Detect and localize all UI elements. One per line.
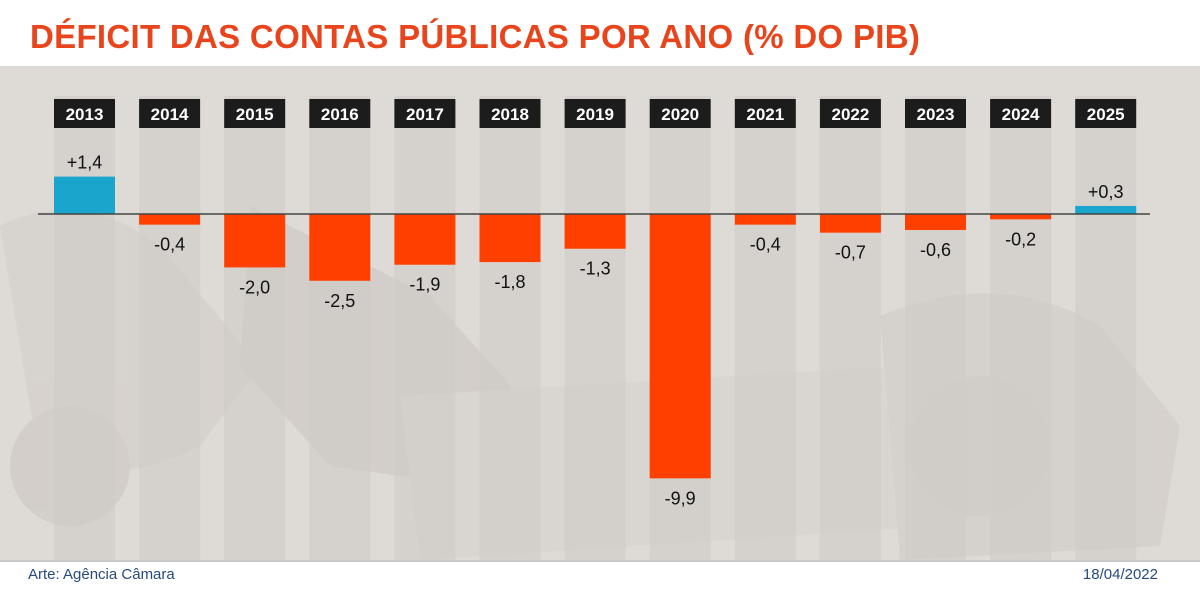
bar-2024 — [990, 214, 1052, 220]
value-label-2023: -0,6 — [920, 240, 951, 260]
year-label-2021: 2021 — [746, 105, 784, 124]
year-label-2023: 2023 — [917, 105, 955, 124]
bar-chart: +1,4 -0,4 -2,0 -2,5 -1,9 -1,8 -1,3 -9,9 -0,4 -0,7… — [0, 96, 1180, 560]
bars — [54, 176, 1137, 479]
year-column-2024 — [990, 96, 1052, 560]
year-label-box-2015 — [224, 99, 286, 128]
bar-2016 — [309, 214, 371, 281]
credit-text: Arte: Agência Câmara — [28, 566, 175, 583]
value-label-2021: -0,4 — [750, 235, 781, 255]
year-label-box-2023 — [905, 99, 966, 128]
year-label-2016: 2016 — [321, 105, 359, 124]
bar-2017 — [394, 214, 456, 265]
year-label-box-2021 — [734, 99, 796, 128]
year-labels: 2013 2014 2015 2016 2017 2018 2019 2020 2021 2022… — [54, 99, 1137, 128]
year-column-2013 — [54, 96, 115, 560]
year-label-2020: 2020 — [661, 105, 699, 124]
date-text: 18/04/2022 — [1082, 566, 1158, 583]
year-label-box-2016 — [309, 99, 371, 128]
value-labels: +1,4 -0,4 -2,0 -2,5 -1,9 -1,8 -1,3 -9,9 -0,4 -0,7… — [67, 153, 1124, 509]
bar-2018 — [479, 214, 541, 263]
year-label-2022: 2022 — [831, 105, 869, 124]
year-label-2024: 2024 — [1002, 105, 1040, 124]
value-label-2013: +1,4 — [67, 153, 103, 173]
value-label-2015: -2,0 — [239, 277, 270, 297]
value-label-2022: -0,7 — [835, 243, 866, 263]
year-label-box-2024 — [990, 99, 1052, 128]
year-label-2019: 2019 — [576, 105, 614, 124]
year-label-box-2014 — [139, 99, 201, 128]
year-label-box-2013 — [54, 99, 115, 128]
chart-area: +1,4 -0,4 -2,0 -2,5 -1,9 -1,8 -1,3 -9,9 -0,4 -0,7… — [0, 66, 1200, 560]
bar-2021 — [734, 214, 796, 225]
year-label-box-2019 — [564, 99, 626, 128]
year-label-2018: 2018 — [491, 105, 529, 124]
bar-2022 — [819, 214, 881, 233]
value-label-2016: -2,5 — [324, 291, 355, 311]
year-label-2025: 2025 — [1087, 105, 1125, 124]
value-label-2018: -1,8 — [494, 272, 525, 292]
year-label-box-2022 — [819, 99, 881, 128]
footer-divider — [0, 560, 1200, 562]
bar-2015 — [224, 214, 286, 268]
bar-2023 — [905, 214, 966, 231]
value-label-2019: -1,3 — [580, 259, 611, 279]
year-column-2022 — [819, 96, 881, 560]
year-label-box-2018 — [479, 99, 541, 128]
year-label-box-2020 — [649, 99, 711, 128]
year-columns — [54, 96, 1137, 560]
year-column-2017 — [394, 96, 456, 560]
year-column-2019 — [564, 96, 626, 560]
bar-2020 — [649, 214, 711, 479]
bar-2013 — [54, 176, 115, 214]
year-column-2023 — [905, 96, 966, 560]
value-label-2014: -0,4 — [154, 235, 185, 255]
year-column-2025 — [1075, 96, 1137, 560]
value-label-2020: -9,9 — [665, 488, 696, 508]
year-column-2016 — [309, 96, 371, 560]
year-column-2014 — [139, 96, 201, 560]
bar-2019 — [564, 214, 626, 249]
year-label-box-2017 — [394, 99, 456, 128]
value-label-2025: +0,3 — [1088, 182, 1124, 202]
year-column-2021 — [734, 96, 796, 560]
year-label-box-2025 — [1075, 99, 1137, 128]
bar-2025 — [1075, 205, 1137, 214]
year-label-2015: 2015 — [236, 105, 274, 124]
value-label-2024: -0,2 — [1005, 229, 1036, 249]
year-label-2017: 2017 — [406, 105, 444, 124]
chart-title: DÉFICIT DAS CONTAS PÚBLICAS POR ANO (% D… — [30, 18, 921, 55]
year-label-2014: 2014 — [151, 105, 189, 124]
year-column-2015 — [224, 96, 286, 560]
year-label-2013: 2013 — [66, 105, 104, 124]
year-column-2018 — [479, 96, 541, 560]
value-label-2017: -1,9 — [409, 275, 440, 295]
bar-2014 — [139, 214, 201, 225]
